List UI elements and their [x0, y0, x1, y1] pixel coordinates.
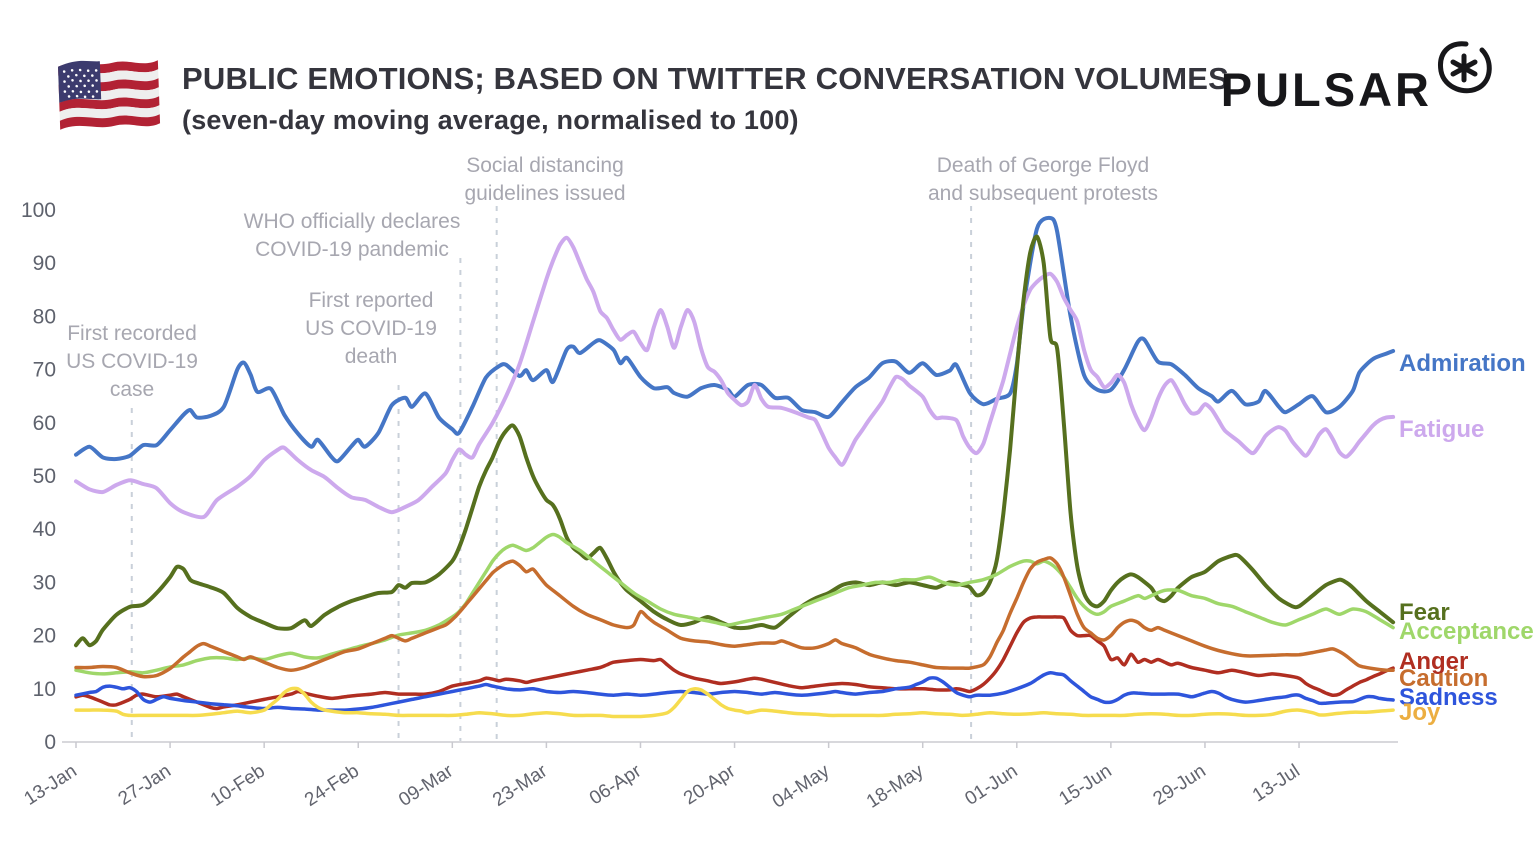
- y-axis-label: 60: [33, 412, 56, 435]
- x-axis-label: 29-Jun: [1150, 761, 1210, 810]
- y-axis-label: 0: [44, 731, 56, 754]
- series-line-joy: [74, 686, 1395, 719]
- y-axis-label: 10: [33, 678, 56, 701]
- series-line-fatigue: [74, 235, 1396, 520]
- y-axis-label: 80: [33, 305, 56, 328]
- series-label-joy: Joy: [1399, 699, 1441, 726]
- series-label-fear: Fear: [1399, 599, 1450, 626]
- x-axis-label: 06-Apr: [586, 760, 646, 809]
- series-line-admiration: [74, 215, 1396, 464]
- asterisk-circle-icon: [1438, 41, 1492, 94]
- page-title: PUBLIC EMOTIONS; BASED ON TWITTER CONVER…: [182, 61, 1230, 96]
- y-axis-label: 90: [33, 252, 56, 275]
- x-axis-label: 09-Mar: [395, 760, 457, 811]
- x-axis-label: 04-May: [769, 760, 834, 812]
- x-axis-label: 24-Feb: [301, 761, 363, 811]
- annotation-text-first-us-case: First recorded US COVID-19 case: [66, 322, 198, 401]
- pulsar-logo: PULSAR: [1221, 40, 1492, 117]
- x-axis-label: 23-Mar: [489, 760, 551, 811]
- x-axis-label: 13-Jul: [1249, 761, 1304, 807]
- y-axis-label: 40: [33, 518, 56, 541]
- series-label-caution: Caution: [1399, 665, 1488, 692]
- series-line-acceptance: [74, 532, 1395, 676]
- x-axis-label: 10-Feb: [207, 761, 269, 811]
- annotation-text-george-floyd: Death of George Floyd and subsequent prot…: [928, 154, 1158, 205]
- series-line-fear: [74, 234, 1396, 648]
- us-flag-icon: [58, 60, 161, 130]
- y-axis-label: 30: [33, 571, 56, 594]
- series-line-caution: [74, 556, 1395, 679]
- page-header: PUBLIC EMOTIONS; BASED ON TWITTER CONVER…: [0, 0, 1536, 150]
- series-label-sadness: Sadness: [1399, 684, 1498, 711]
- x-axis-label: 15-Jun: [1055, 761, 1115, 810]
- pulsar-logo-text: PULSAR: [1220, 63, 1432, 116]
- series-label-acceptance: Acceptance: [1399, 618, 1534, 645]
- y-axis-label: 70: [33, 359, 56, 382]
- annotation-text-social-distancing: Social distancing guidelines issued: [464, 154, 625, 205]
- series-label-fatigue: Fatigue: [1399, 416, 1484, 443]
- y-axis-label: 50: [33, 465, 56, 488]
- series-label-anger: Anger: [1399, 648, 1468, 675]
- x-axis-label: 01-Jun: [961, 761, 1021, 810]
- series-line-sadness: [74, 671, 1395, 712]
- x-axis-label: 13-Jan: [21, 761, 81, 810]
- x-axis-label: 27-Jan: [115, 761, 175, 810]
- y-axis-label: 100: [21, 199, 56, 222]
- page-subtitle: (seven-day moving average, normalised to…: [182, 104, 799, 135]
- series-label-admiration: Admiration: [1399, 350, 1526, 377]
- annotation-text-first-us-death: First reported US COVID-19 death: [305, 289, 437, 368]
- x-axis-label: 20-Apr: [680, 760, 740, 809]
- y-axis-label: 20: [33, 625, 56, 648]
- x-axis-label: 18-May: [863, 760, 928, 812]
- annotation-text-who-pandemic: WHO officially declares COVID-19 pandemic: [244, 210, 461, 261]
